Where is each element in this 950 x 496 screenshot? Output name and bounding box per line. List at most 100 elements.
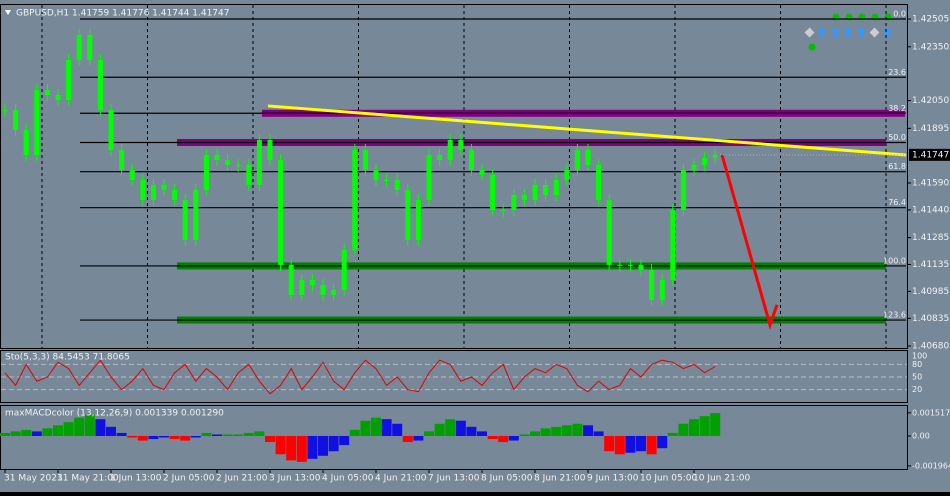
candle: [288, 264, 294, 295]
candle: [373, 169, 379, 180]
candle: [447, 139, 453, 161]
macd-bar: [572, 423, 583, 436]
candle: [193, 189, 199, 240]
candle: [55, 95, 61, 101]
macd-bar: [243, 432, 254, 436]
y-tick-label: 1.42350: [912, 42, 949, 52]
candle: [256, 139, 262, 185]
y-tick-label: 0.00: [912, 431, 930, 440]
candle: [267, 139, 273, 161]
fib-label: 61.8: [888, 162, 906, 171]
trendline: [267, 104, 907, 157]
sto-line: [4, 359, 716, 395]
macd-bar: [10, 431, 21, 436]
x-tick-label: 10 Jun 21:00: [693, 474, 750, 484]
macd-bar: [508, 435, 519, 441]
macd-bar: [0, 432, 10, 436]
candle: [108, 110, 114, 151]
x-tick-label: 10 Jun 05:00: [640, 474, 697, 484]
x-tick-label: 4 Jun 21:00: [375, 474, 427, 484]
macd-bar: [466, 426, 477, 436]
macd-bar: [551, 426, 562, 436]
candle: [596, 164, 602, 201]
candle: [23, 129, 29, 156]
price-panel-frame: [0, 4, 908, 349]
candle: [76, 34, 82, 61]
macd-panel-frame: [0, 405, 908, 470]
fib-label: 123.6: [883, 311, 906, 320]
candle: [415, 200, 421, 240]
macd-bar: [137, 435, 148, 441]
macd-bar: [53, 425, 63, 436]
candle: [362, 150, 368, 170]
candle: [511, 194, 517, 211]
chart-title: GBPUSD,H1 1.41759 1.41776 1.41744 1.4174…: [16, 9, 229, 19]
candle: [405, 189, 411, 240]
candle: [521, 194, 527, 201]
candle: [574, 150, 580, 170]
macd-bar: [148, 435, 159, 440]
macd-bar: [127, 435, 138, 438]
macd-bar: [116, 432, 127, 436]
macd-bar: [530, 431, 540, 436]
macd-bar: [593, 431, 604, 436]
macd-bar: [318, 435, 328, 456]
candle: [44, 89, 50, 96]
macd-bar: [84, 414, 95, 436]
macd-bar: [699, 416, 710, 436]
fib-label: 38.2: [888, 104, 906, 113]
candle: [299, 279, 305, 295]
macd-bar: [286, 435, 297, 461]
candle: [66, 60, 72, 101]
macd-bar: [487, 435, 498, 440]
x-tick-label: 7 Jun 13:00: [428, 474, 480, 484]
candle: [235, 164, 241, 166]
macd-bar: [455, 420, 466, 436]
x-tick-label: 31 May 2021: [4, 474, 63, 484]
candle: [161, 184, 167, 190]
x-tick-label: 4 Jun 05:00: [322, 474, 374, 484]
macd-bar: [561, 425, 572, 436]
fib-label: 0.0: [893, 10, 906, 19]
macd-bar: [275, 435, 286, 455]
projection-arrow: [720, 154, 779, 330]
candle: [564, 169, 570, 180]
candle: [278, 160, 284, 265]
y-tick-label: 1.41135: [912, 260, 949, 270]
x-tick-label: 1 Jun 13:00: [110, 474, 162, 484]
x-tick-label: 8 Jun 21:00: [534, 474, 586, 484]
macd-bar: [689, 419, 699, 436]
macd-bar: [424, 431, 434, 436]
x-tick-label: 31 May 21:00: [57, 474, 119, 484]
candle: [341, 249, 347, 290]
candle: [352, 150, 358, 250]
macd-bar: [498, 435, 509, 443]
last-price-box: [909, 148, 950, 161]
candle: [638, 264, 644, 270]
macd-bar: [371, 417, 381, 436]
candle: [203, 155, 209, 190]
candle: [649, 269, 655, 300]
last-price-label: 1.41747: [912, 150, 949, 160]
macd-bar: [254, 431, 265, 436]
y-tick-label: 1.42505: [912, 15, 949, 25]
macd-bar: [625, 435, 636, 453]
macd-bar: [169, 435, 180, 440]
candle: [458, 139, 464, 151]
candle: [119, 150, 125, 170]
macd-bar: [328, 435, 339, 452]
macd-bar: [74, 417, 85, 436]
macd-bar: [413, 435, 424, 441]
candle: [659, 279, 665, 300]
macd-bar: [604, 435, 615, 452]
y-tick-label: 100: [912, 352, 927, 361]
x-tick-label: 8 Jun 05:00: [481, 474, 533, 484]
candle: [543, 184, 549, 195]
candle: [87, 34, 93, 61]
candle: [129, 169, 135, 180]
macd-bar: [445, 419, 456, 436]
macd-bar: [381, 419, 392, 436]
macd-bar: [106, 426, 116, 436]
macd-bar: [477, 431, 487, 436]
